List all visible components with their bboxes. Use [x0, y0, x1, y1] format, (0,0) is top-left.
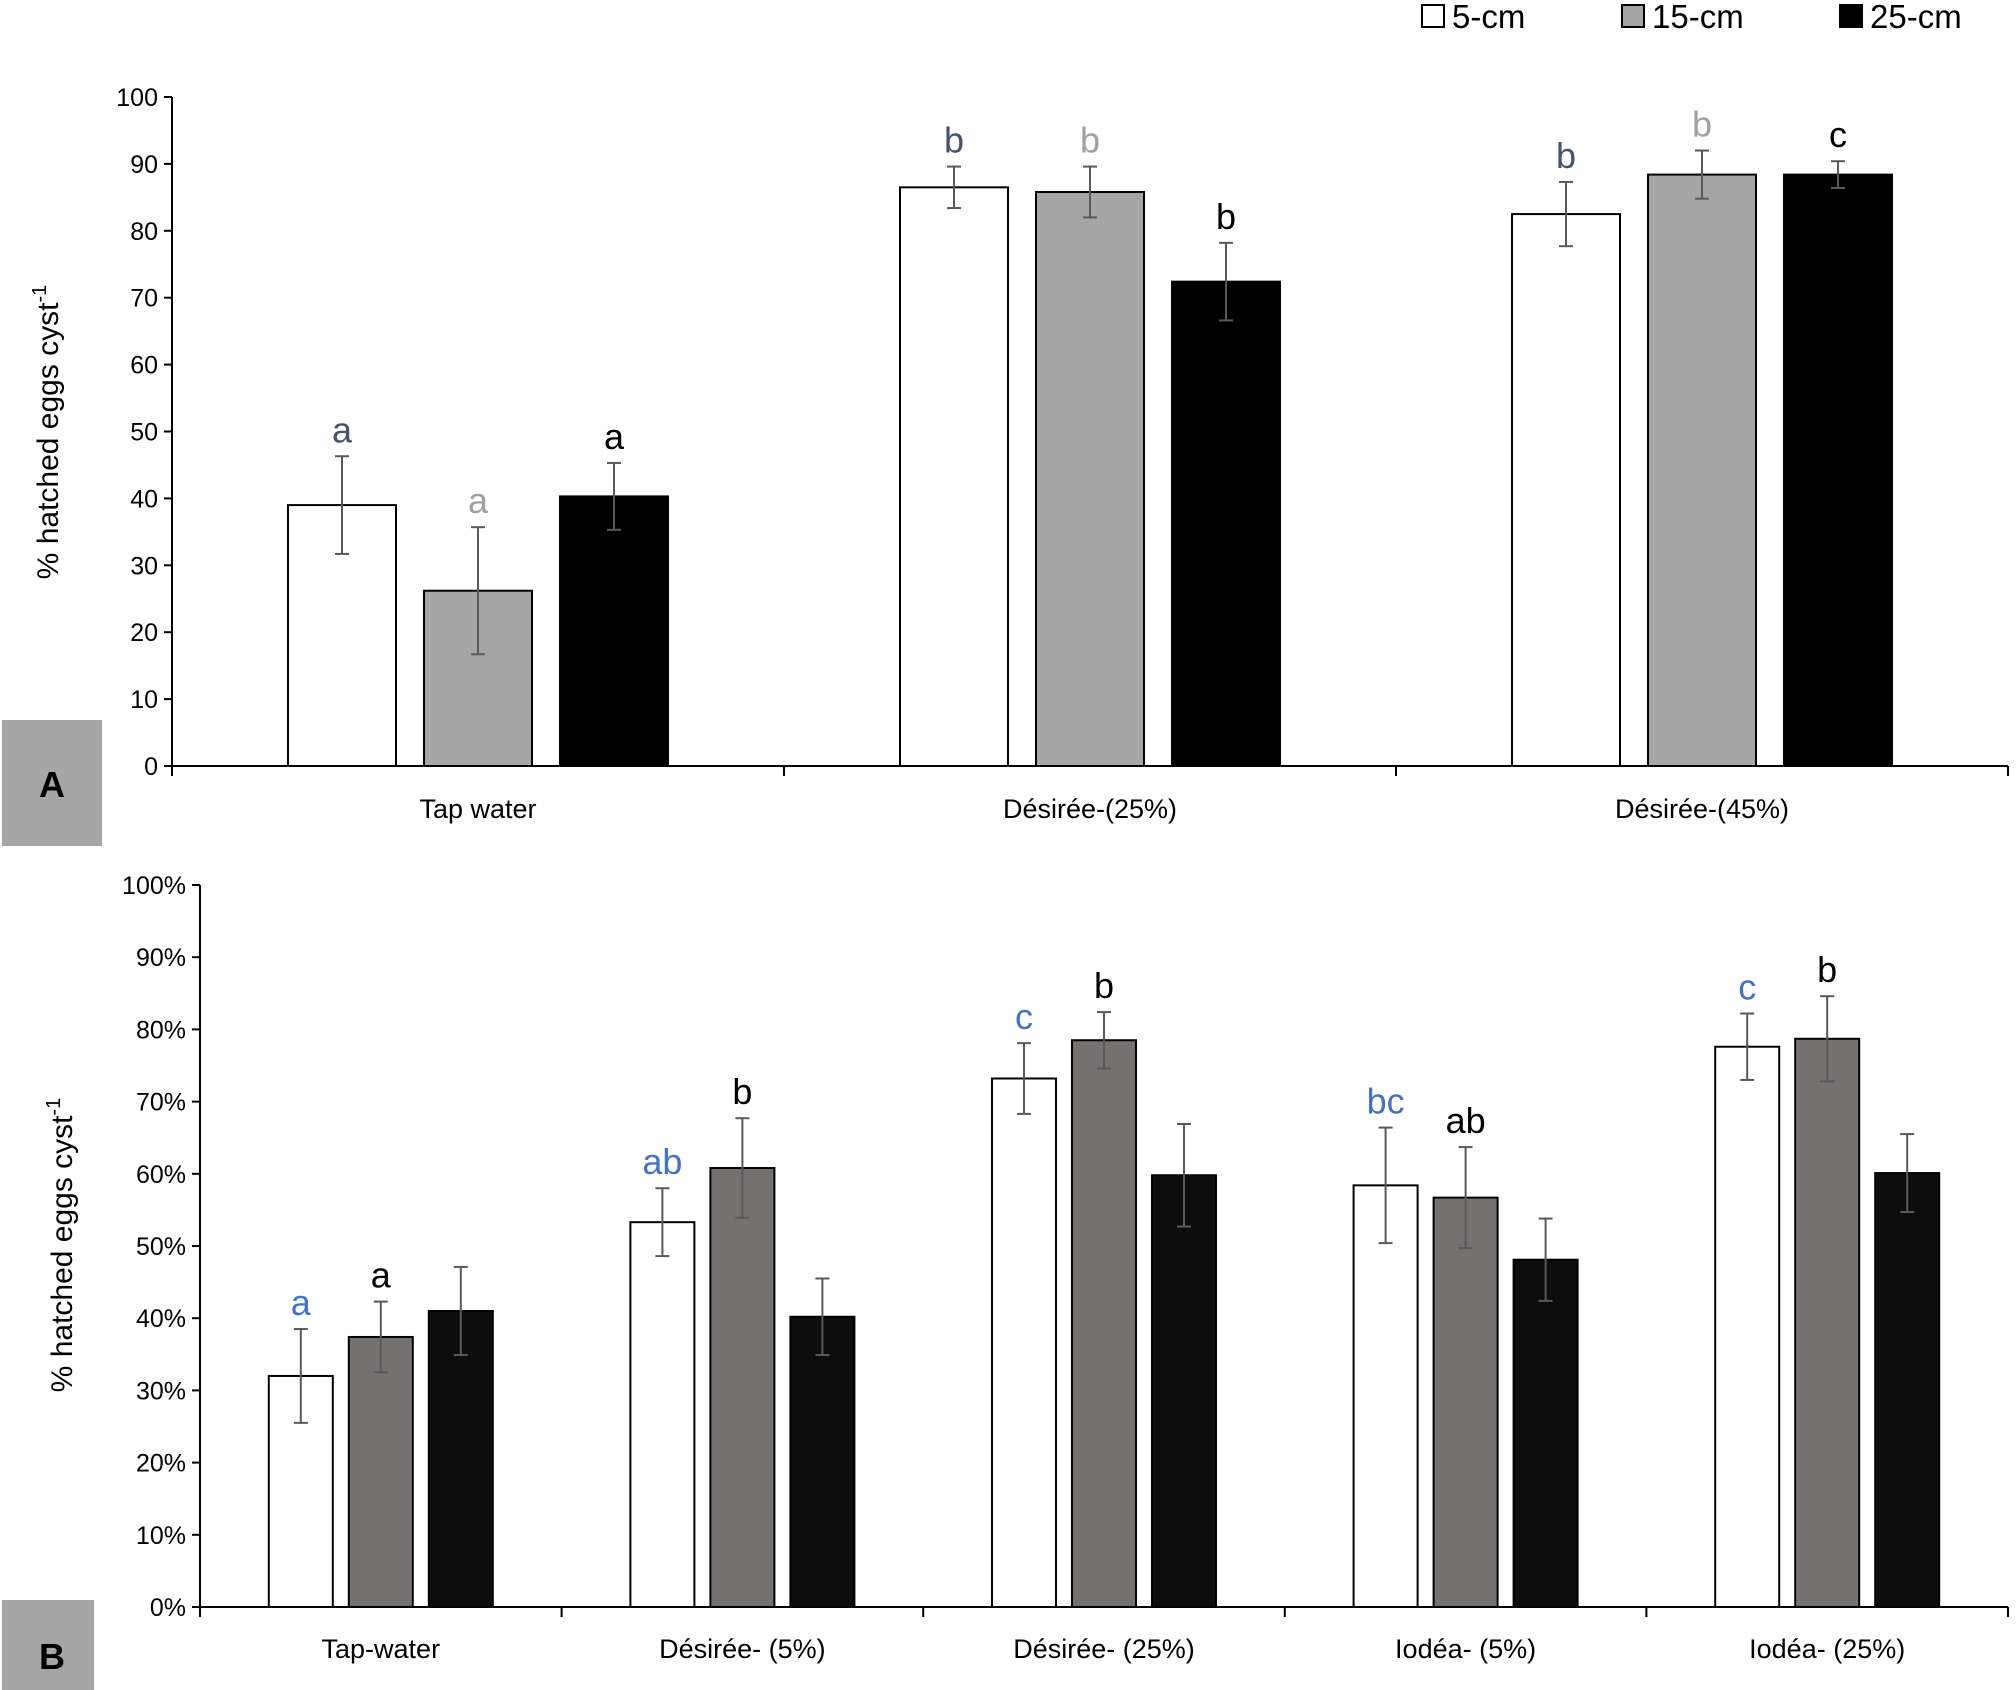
- significance-letter: a: [468, 480, 489, 521]
- bar: [1151, 1174, 1217, 1609]
- significance-letter: c: [1829, 114, 1847, 155]
- bar: [1783, 173, 1893, 767]
- y-axis-title-text: % hatched eggs cyst: [32, 302, 65, 579]
- bar: [789, 1315, 856, 1608]
- bar: [709, 1167, 776, 1609]
- y-tick-label: 80: [130, 218, 158, 246]
- significance-letter: a: [332, 409, 353, 450]
- y-tick-label: 50%: [136, 1233, 186, 1261]
- x-category-label: Iodéa- (5%): [1395, 1634, 1536, 1664]
- bar: [1511, 213, 1621, 767]
- bar: [1071, 1039, 1137, 1608]
- significance-letter: ab: [1446, 1100, 1486, 1141]
- significance-letter: c: [1015, 996, 1033, 1037]
- y-axis-title-text: % hatched eggs cyst: [46, 1115, 79, 1392]
- panel-label-a-background: [2, 720, 102, 846]
- x-category-label: Tap-water: [322, 1634, 441, 1664]
- y-tick-label: 60: [130, 352, 158, 380]
- significance-letter: b: [1817, 949, 1837, 990]
- y-tick-label: 30%: [136, 1377, 186, 1405]
- panel-label-a: A: [39, 764, 65, 805]
- bar: [1035, 190, 1145, 768]
- x-category-label: Tap water: [419, 794, 536, 824]
- significance-letter: bc: [1367, 1081, 1405, 1122]
- y-tick-label: 100: [116, 84, 158, 112]
- y-axis-title: % hatched eggs cyst-1: [43, 1098, 79, 1393]
- panel-label-b: B: [39, 1636, 65, 1677]
- y-tick-label: 20: [130, 619, 158, 647]
- y-tick-label: 90%: [136, 944, 186, 972]
- significance-letter: a: [604, 416, 625, 457]
- y-tick-label: 80%: [136, 1016, 186, 1044]
- legend-label-25cm: 25-cm: [1870, 0, 1962, 35]
- bar: [1512, 1258, 1579, 1609]
- panel-label-b-box: B: [2, 1600, 94, 1690]
- y-tick-label: 10%: [136, 1522, 186, 1550]
- bar: [629, 1221, 696, 1608]
- x-category-label: Désirée- (5%): [659, 1634, 826, 1664]
- bar: [1794, 1037, 1861, 1608]
- y-axis-title: % hatched eggs cyst-1: [29, 285, 65, 580]
- y-tick-label: 0: [144, 753, 158, 781]
- panel-label-a-box: A: [2, 720, 102, 846]
- y-tick-label: 40%: [136, 1305, 186, 1333]
- bar: [559, 495, 669, 767]
- x-category-label: Désirée-(25%): [1003, 794, 1177, 824]
- y-axis-title-superscript: -1: [43, 1098, 65, 1116]
- bar: [899, 186, 1009, 767]
- x-category-label: Désirée-(45%): [1615, 794, 1789, 824]
- bar: [1432, 1196, 1499, 1608]
- significance-letter: b: [1216, 196, 1236, 237]
- bar: [1171, 280, 1281, 767]
- panel-label-b-background: [2, 1600, 94, 1690]
- legend-swatch-5cm: [1421, 4, 1445, 28]
- legend-swatch-15cm: [1621, 4, 1645, 28]
- legend: 5-cm 15-cm 25-cm: [1421, 0, 1962, 35]
- significance-letter: ab: [642, 1141, 682, 1182]
- significance-letter: b: [944, 120, 964, 161]
- bar: [1874, 1172, 1941, 1608]
- y-tick-label: 70%: [136, 1089, 186, 1117]
- x-category-label: Désirée- (25%): [1013, 1634, 1195, 1664]
- y-tick-label: 100%: [122, 872, 186, 900]
- significance-letter: a: [291, 1282, 312, 1323]
- significance-letter: c: [1738, 967, 1756, 1008]
- legend-label-15cm: 15-cm: [1652, 0, 1744, 35]
- y-tick-label: 60%: [136, 1161, 186, 1189]
- significance-letter: b: [1080, 120, 1100, 161]
- significance-letter: a: [371, 1255, 392, 1296]
- legend-swatch-25cm: [1839, 4, 1863, 28]
- y-tick-label: 0%: [150, 1594, 186, 1622]
- y-tick-label: 70: [130, 285, 158, 313]
- bar: [1352, 1184, 1419, 1609]
- bar: [991, 1077, 1057, 1608]
- y-axis-title-superscript: -1: [29, 285, 51, 303]
- bar: [347, 1335, 414, 1609]
- bar: [427, 1309, 494, 1608]
- bar: [1647, 173, 1757, 767]
- significance-letter: b: [1094, 965, 1114, 1006]
- y-tick-label: 20%: [136, 1450, 186, 1478]
- bar: [1714, 1045, 1781, 1608]
- chart-panel-b: 0% 10% 20% 30% 40% 50% 60% 70% 80% 90% 100% Tap-wat…: [43, 872, 2009, 1664]
- significance-letter: b: [1556, 135, 1576, 176]
- y-tick-label: 30: [130, 552, 158, 580]
- legend-label-5cm: 5-cm: [1452, 0, 1525, 35]
- chart-panel-a: 0 10 20 30 40 50 60 70 80 90 100 Tap water Désirée-(…: [29, 84, 2009, 824]
- y-tick-label: 90: [130, 151, 158, 179]
- significance-letter: b: [732, 1071, 752, 1112]
- x-category-label: Iodéa- (25%): [1749, 1634, 1905, 1664]
- y-tick-label: 10: [130, 686, 158, 714]
- y-tick-label: 50: [130, 419, 158, 447]
- significance-letter: b: [1692, 104, 1712, 145]
- y-tick-label: 40: [130, 485, 158, 513]
